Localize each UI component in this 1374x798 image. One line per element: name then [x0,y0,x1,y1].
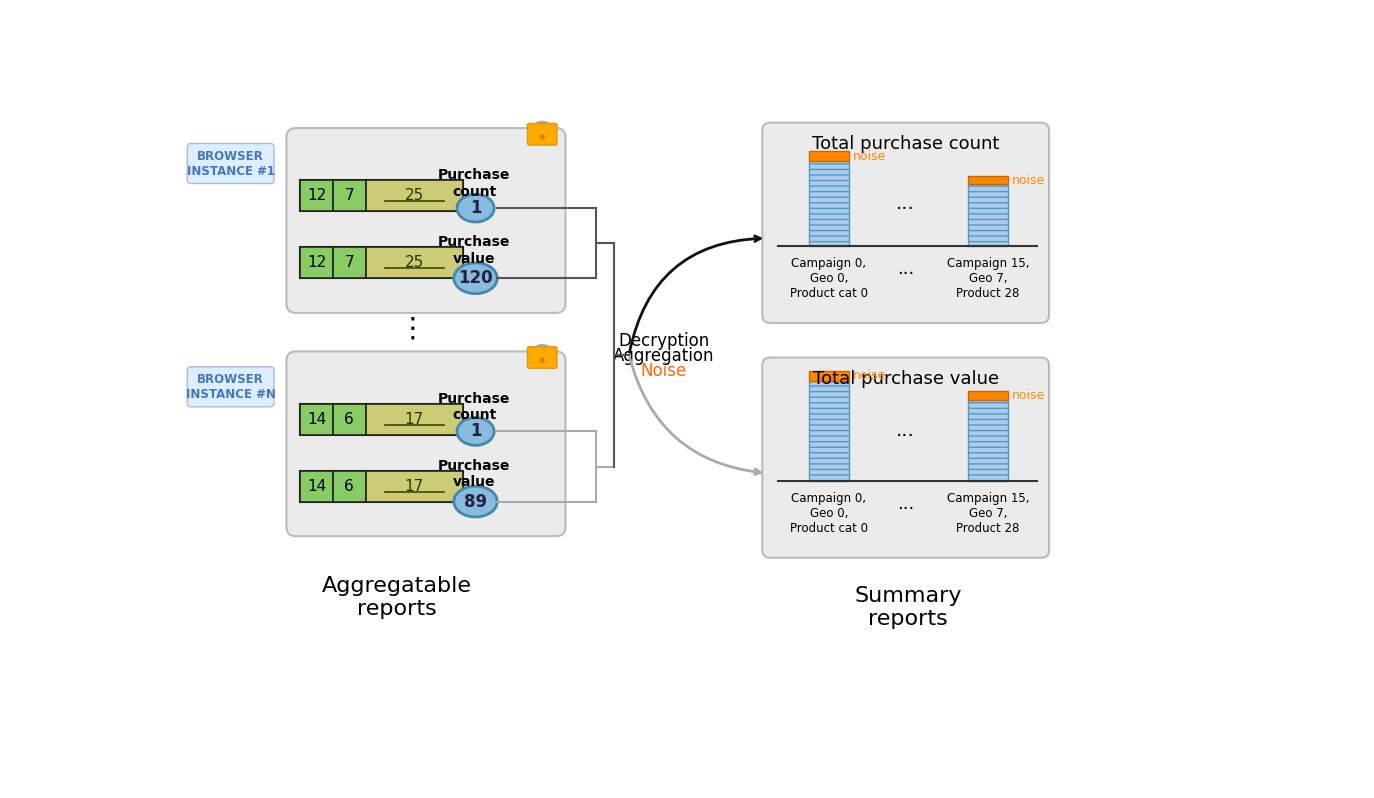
Text: Campaign 0,
Geo 0,
Product cat 0: Campaign 0, Geo 0, Product cat 0 [790,257,868,300]
Bar [333,180,365,211]
Bar [809,151,849,161]
Circle shape [540,358,545,363]
FancyBboxPatch shape [187,144,273,184]
Text: Purchase
value: Purchase value [438,459,510,489]
Bar [333,404,365,435]
FancyBboxPatch shape [528,124,556,145]
Text: 14: 14 [306,412,326,427]
Text: 1: 1 [470,200,481,217]
Bar [967,400,1009,480]
Bar [301,404,333,435]
Bar [301,404,463,435]
Text: 1: 1 [470,422,481,440]
Text: 17: 17 [405,412,425,427]
Text: noise: noise [853,369,886,382]
Bar [333,247,365,279]
Text: 12: 12 [306,188,326,203]
Text: Campaign 15,
Geo 7,
Product 28: Campaign 15, Geo 7, Product 28 [947,492,1029,535]
Bar [967,392,1009,400]
Bar [301,471,333,502]
Text: 89: 89 [464,492,488,511]
Text: 7: 7 [345,255,354,271]
Text: Decryption: Decryption [618,332,709,350]
Text: Purchase
value: Purchase value [438,235,510,266]
Circle shape [540,134,545,140]
Bar [365,404,463,435]
Text: Campaign 0,
Geo 0,
Product cat 0: Campaign 0, Geo 0, Product cat 0 [790,492,868,535]
Text: ...: ... [897,260,914,278]
Text: 6: 6 [345,412,354,427]
Bar [301,180,463,211]
Bar [365,247,463,279]
Bar [301,247,463,279]
Text: 25: 25 [405,255,425,271]
Text: 17: 17 [405,479,425,494]
Bar [333,471,365,502]
Text: noise: noise [1011,174,1046,187]
Text: 14: 14 [306,479,326,494]
Text: Purchase
count: Purchase count [438,168,510,199]
Ellipse shape [458,195,495,222]
Text: 120: 120 [459,269,493,287]
Bar [301,471,463,502]
FancyBboxPatch shape [763,358,1050,558]
Ellipse shape [453,486,497,517]
Text: ...: ... [897,495,914,513]
Ellipse shape [453,263,497,294]
Text: 12: 12 [306,255,326,271]
Text: 7: 7 [345,188,354,203]
Text: noise: noise [1011,389,1046,402]
Text: Campaign 15,
Geo 7,
Product 28: Campaign 15, Geo 7, Product 28 [947,257,1029,300]
FancyBboxPatch shape [763,123,1050,323]
FancyBboxPatch shape [528,347,556,369]
FancyBboxPatch shape [187,367,273,407]
Bar [301,247,333,279]
Text: BROWSER
INSTANCE #N: BROWSER INSTANCE #N [185,373,276,401]
FancyBboxPatch shape [286,128,566,313]
Bar [301,180,333,211]
Bar [967,176,1009,184]
Text: 6: 6 [345,479,354,494]
FancyBboxPatch shape [286,351,566,536]
Text: Aggregation: Aggregation [613,347,714,365]
Text: 25: 25 [405,188,425,203]
Text: Summary
reports: Summary reports [855,587,962,630]
Text: BROWSER
INSTANCE #1: BROWSER INSTANCE #1 [187,149,275,177]
Bar [967,184,1009,246]
Text: Purchase
count: Purchase count [438,392,510,422]
Text: noise: noise [853,150,886,163]
Text: ...: ... [896,421,915,440]
Text: Total purchase value: Total purchase value [812,370,999,388]
Text: ...: ... [896,194,915,213]
Text: ⋮: ⋮ [398,314,426,342]
Text: Noise: Noise [640,362,687,381]
Bar [809,370,849,381]
Text: Aggregatable
reports: Aggregatable reports [322,576,471,619]
Bar [809,161,849,246]
Bar [365,471,463,502]
Bar [365,180,463,211]
Bar [809,381,849,480]
Text: Total purchase count: Total purchase count [812,136,999,153]
Ellipse shape [458,417,495,445]
